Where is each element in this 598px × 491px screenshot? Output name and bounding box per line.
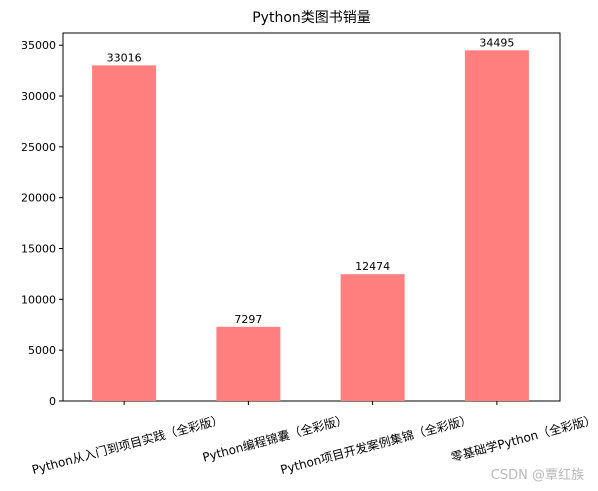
- y-tick-label: 5000: [28, 344, 56, 357]
- y-tick-label: 20000: [21, 192, 56, 205]
- y-tick-label: 15000: [21, 243, 56, 256]
- bar-value-label: 7297: [234, 313, 262, 326]
- y-tick-label: 25000: [21, 141, 56, 154]
- bar: [216, 326, 281, 401]
- y-tick-label: 30000: [21, 90, 56, 103]
- y-tick-label: 10000: [21, 293, 56, 306]
- bar-value-label: 34495: [479, 36, 514, 49]
- y-tick-label: 0: [49, 395, 56, 408]
- bar-value-label: 33016: [107, 51, 142, 64]
- watermark-text: CSDN @覃红族: [490, 468, 584, 483]
- bar-data-labels: 33016 7297 12474 34495: [107, 36, 515, 325]
- bar-value-label: 12474: [355, 260, 390, 273]
- x-category-label: Python项目开发案例集锦（全彩版）: [279, 411, 474, 477]
- plot-frame: [62, 32, 561, 402]
- plot-area: [62, 32, 561, 402]
- bar: [340, 274, 405, 401]
- chart-title: Python类图书销量: [252, 10, 371, 26]
- bar-series: [92, 50, 529, 402]
- bar: [92, 65, 157, 401]
- bar: [464, 50, 529, 402]
- y-tick-label: 35000: [21, 39, 56, 52]
- x-category-label: Python从入门到项目实践（全彩版）: [30, 411, 225, 477]
- y-axis: 0 5000 10000 15000 20000 25000 30000 35000: [21, 39, 63, 408]
